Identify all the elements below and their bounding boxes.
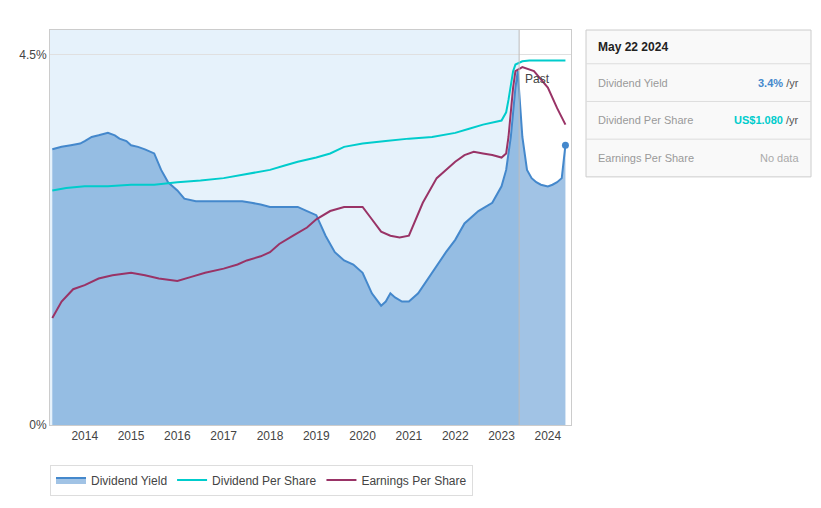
svg-text:3.4% /yr: 3.4% /yr: [758, 77, 799, 89]
svg-text:Dividend Yield: Dividend Yield: [598, 77, 668, 89]
svg-text:Dividend Yield: Dividend Yield: [91, 474, 167, 488]
svg-text:0%: 0%: [29, 418, 47, 432]
svg-text:2022: 2022: [442, 429, 469, 443]
svg-text:2015: 2015: [118, 429, 145, 443]
svg-text:2014: 2014: [71, 429, 98, 443]
svg-text:Earnings Per Share: Earnings Per Share: [598, 152, 694, 164]
svg-text:May 22 2024: May 22 2024: [598, 40, 668, 54]
svg-text:2019: 2019: [303, 429, 330, 443]
svg-text:2018: 2018: [257, 429, 284, 443]
svg-text:2024: 2024: [534, 429, 561, 443]
svg-text:No data: No data: [760, 152, 799, 164]
svg-text:2016: 2016: [164, 429, 191, 443]
svg-text:US$1.080 /yr: US$1.080 /yr: [734, 114, 799, 126]
svg-text:4.5%: 4.5%: [19, 48, 47, 62]
svg-text:Past: Past: [525, 72, 550, 86]
svg-text:2021: 2021: [396, 429, 423, 443]
svg-text:Dividend Per Share: Dividend Per Share: [212, 474, 316, 488]
svg-text:Earnings Per Share: Earnings Per Share: [361, 474, 466, 488]
svg-text:2017: 2017: [210, 429, 237, 443]
svg-text:2023: 2023: [488, 429, 515, 443]
svg-text:Dividend Per Share: Dividend Per Share: [598, 114, 693, 126]
svg-text:2020: 2020: [349, 429, 376, 443]
